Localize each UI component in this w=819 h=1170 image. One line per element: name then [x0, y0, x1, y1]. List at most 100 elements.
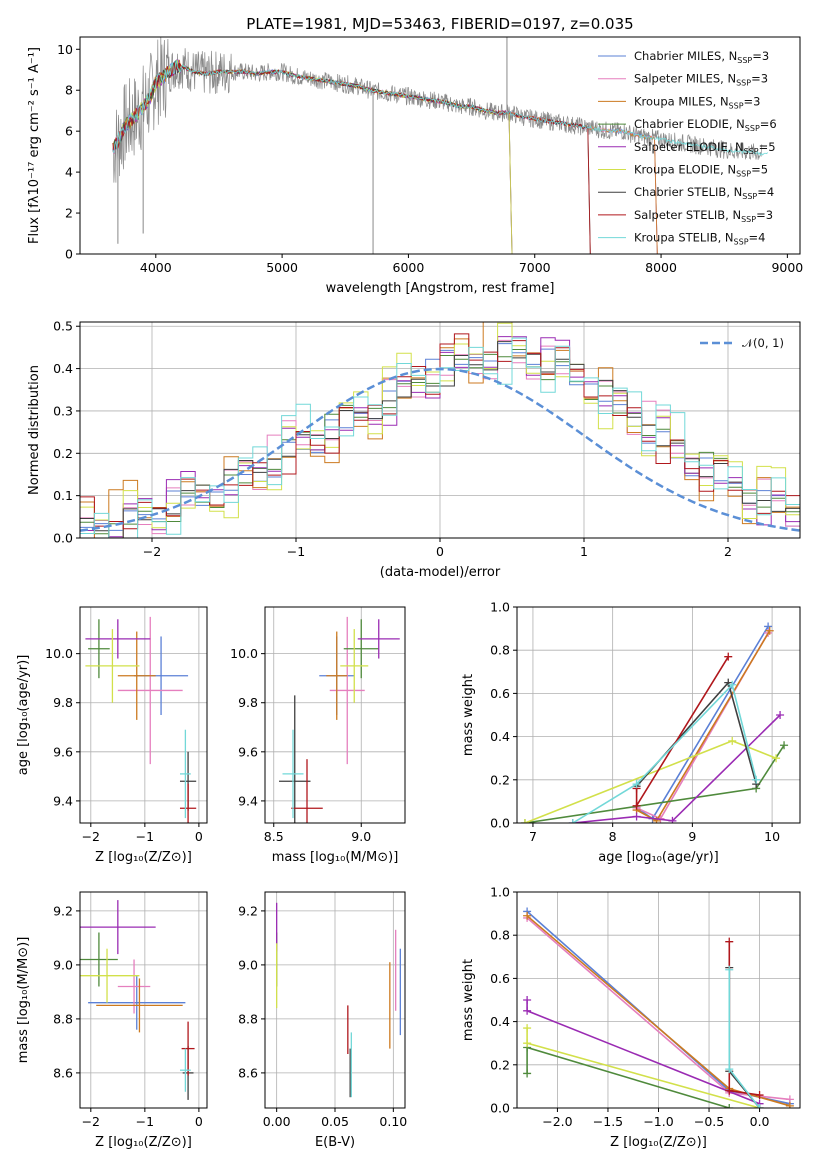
spectrum-ytick-label: 4	[65, 165, 73, 180]
mass-vs-extinction-ytick-label: 8.8	[238, 1011, 258, 1026]
figure-title: PLATE=1981, MJD=53463, FIBERID=0197, z=0…	[246, 15, 633, 33]
mass-weight-vs-age-panel: 7 8 9 10 0.0 0.2 0.4 0.6 0.8 1.0 age [log₁₀(age/yr…	[461, 600, 801, 865]
mass-weight-vs-metallicity-ylabel: mass weight	[461, 959, 476, 1041]
legend-label-end: =3	[744, 94, 761, 108]
legend-label-main: Kroupa ELODIE, N	[634, 163, 736, 177]
mass-vs-metallicity-frame	[79, 891, 208, 1109]
age-vs-mass-xtick-label: 8.5	[264, 829, 284, 844]
legend-label-end: =4	[757, 185, 774, 199]
mass-vs-metallicity-ytick-label: 9.0	[53, 957, 73, 972]
mass-weight-vs-metallicity-panel: −2.0 −1.5 −1.0 −0.5 0.0 0.0 0.2 0.4 0.6 0.8 1.0 Z […	[461, 885, 801, 1150]
mass-weight-marker	[668, 816, 677, 823]
mass-vs-metallicity-panel: −2 −1 0 8.6 8.8 9.0 9.2 Z [log₁₀(Z/Z⊙)] mass [lo…	[16, 891, 208, 1150]
residuals-ytick-label: 0.4	[53, 361, 73, 376]
spectrum-xtick-label: 9000	[771, 260, 803, 275]
legend-label-end: =4	[749, 231, 766, 245]
age-vs-mass-ytick-label: 9.4	[238, 793, 258, 808]
legend-label-main: Chabrier ELODIE, N	[634, 117, 745, 131]
mass-vs-metallicity-ylabel: mass [log₁₀(M/M⊙)]	[16, 937, 31, 1064]
residuals-ytick-label: 0.3	[53, 403, 73, 418]
mass-weight-marker	[725, 1065, 734, 1074]
age-vs-metallicity-plot-area	[85, 616, 197, 823]
age-vs-mass-ytick-label: 9.8	[238, 695, 258, 710]
mass-vs-metallicity-xtick-label: −2	[82, 1114, 100, 1129]
mass-weight-vs-age-xtick-label: 8	[609, 829, 617, 844]
model-spectrum-line	[112, 60, 769, 157]
legend-label-main: Salpeter STELIB, N	[634, 208, 741, 222]
legend-label-main: Kroupa STELIB, N	[634, 231, 734, 245]
mass-weight-vs-age-ytick-label: 0.2	[490, 772, 510, 787]
legend-label-sub: SSP	[742, 192, 757, 201]
age-vs-mass-panel: 8.5 9.0 9.4 9.6 9.8 10.0 mass [log₁₀(M/M⊙)]	[230, 606, 406, 865]
mass-weight-vs-metallicity-ytick-label: 0.2	[490, 1057, 510, 1072]
mass-vs-extinction-frame	[264, 891, 406, 1109]
mass-weight-marker	[752, 775, 761, 784]
mass-vs-extinction-xtick-label: 0.05	[321, 1114, 349, 1129]
mass-weight-line	[572, 714, 781, 823]
legend-label-sub: SSP	[729, 101, 744, 110]
legend-label-main: Salpeter ELODIE, N	[634, 140, 744, 154]
residuals-xtick-label: 1	[580, 544, 588, 559]
residuals-xtick-label: 2	[724, 544, 732, 559]
legend-label: Kroupa MILES, NSSP=3	[634, 94, 760, 110]
mass-vs-metallicity-ytick-label: 8.8	[53, 1011, 73, 1026]
mass-vs-metallicity-xtick-label: 0	[195, 1114, 203, 1129]
age-vs-metallicity-ytick-label: 9.4	[53, 793, 73, 808]
mass-weight-vs-age-ytick-label: 0.8	[490, 643, 510, 658]
mass-weight-marker	[765, 626, 774, 635]
mass-weight-marker	[632, 780, 641, 789]
mass-weight-vs-metallicity-xlabel: Z [log₁₀(Z/Z⊙)]	[610, 1135, 707, 1150]
legend-label-sub: SSP	[741, 215, 756, 224]
mass-weight-vs-age-ytick-label: 0.0	[490, 816, 510, 831]
mass-weight-marker	[523, 1039, 532, 1048]
mass-vs-metallicity-ytick-label: 8.6	[53, 1065, 73, 1080]
residuals-ytick-label: 0.5	[53, 319, 73, 334]
mass-weight-vs-age-xtick-label: 10	[764, 829, 780, 844]
age-vs-metallicity-xtick-label: 0	[195, 829, 203, 844]
mass-weight-vs-age-ylabel: mass weight	[461, 674, 476, 756]
spectrum-xlabel: wavelength [Angstrom, rest frame]	[326, 281, 555, 296]
residuals-ytick-label: 0.0	[53, 531, 73, 546]
mass-weight-marker	[725, 937, 734, 946]
age-vs-metallicity-frame	[79, 606, 208, 824]
mass-weight-vs-age-xtick-label: 7	[529, 829, 537, 844]
mass-weight-marker	[523, 1006, 532, 1015]
residuals-ytick-label: 0.1	[53, 488, 73, 503]
spectrum-xtick-label: 5000	[266, 260, 298, 275]
mass-vs-extinction-xlabel: E(B-V)	[315, 1135, 355, 1150]
legend-label-main: Chabrier MILES, N	[634, 49, 737, 63]
residuals-ytick-label: 0.2	[53, 446, 73, 461]
mass-weight-marker	[772, 754, 781, 763]
mass-weight-vs-metallicity-xtick-label: −1.0	[643, 1114, 673, 1129]
legend-label: Kroupa STELIB, NSSP=4	[634, 231, 765, 247]
mass-vs-extinction-ytick-label: 8.6	[238, 1065, 258, 1080]
mass-weight-vs-age-ytick-label: 0.6	[490, 686, 510, 701]
mass-vs-extinction-plot-area	[276, 902, 401, 1098]
age-vs-mass-xlabel: mass [log₁₀(M/M⊙)]	[272, 850, 399, 865]
mass-vs-extinction-xtick-label: 0.10	[379, 1114, 407, 1129]
residuals-xlabel: (data-model)/error	[380, 565, 501, 580]
mass-weight-vs-metallicity-xtick-label: −2.0	[542, 1114, 572, 1129]
spectrum-xtick-label: 8000	[645, 260, 677, 275]
residual-histogram	[80, 337, 800, 538]
residuals-frame	[79, 321, 801, 539]
mass-weight-marker	[725, 1104, 734, 1108]
mass-weight-marker	[728, 736, 737, 745]
legend-label-sub: SSP	[736, 79, 751, 88]
legend-label: Salpeter STELIB, NSSP=3	[634, 208, 773, 224]
age-vs-mass-xtick-label: 9.0	[351, 829, 371, 844]
legend-label: Salpeter MILES, NSSP=3	[634, 72, 768, 88]
spectrum-ylabel: Flux [fλ10⁻¹⁷ erg cm⁻² s⁻¹ A⁻¹]	[27, 47, 42, 244]
mass-weight-vs-metallicity-xtick-label: 0.0	[750, 1114, 770, 1129]
mass-weight-vs-metallicity-ytick-label: 0.6	[490, 971, 510, 986]
mass-weight-vs-metallicity-ytick-label: 0.4	[490, 1014, 510, 1029]
mass-vs-extinction-panel: 0.00 0.05 0.10 8.6 8.8 9.0 9.2 E(B-V)	[238, 891, 407, 1150]
mass-weight-vs-metallicity-ytick-label: 0.8	[490, 928, 510, 943]
age-vs-metallicity-ytick-label: 10.0	[45, 646, 73, 661]
residuals-ylabel: Normed distribution	[27, 365, 42, 495]
age-vs-mass-ytick-label: 10.0	[230, 646, 258, 661]
mass-weight-marker	[724, 652, 733, 661]
mass-weight-marker	[785, 1101, 794, 1108]
mass-vs-extinction-ytick-label: 9.2	[238, 903, 258, 918]
legend-label-main: Chabrier STELIB, N	[634, 185, 742, 199]
